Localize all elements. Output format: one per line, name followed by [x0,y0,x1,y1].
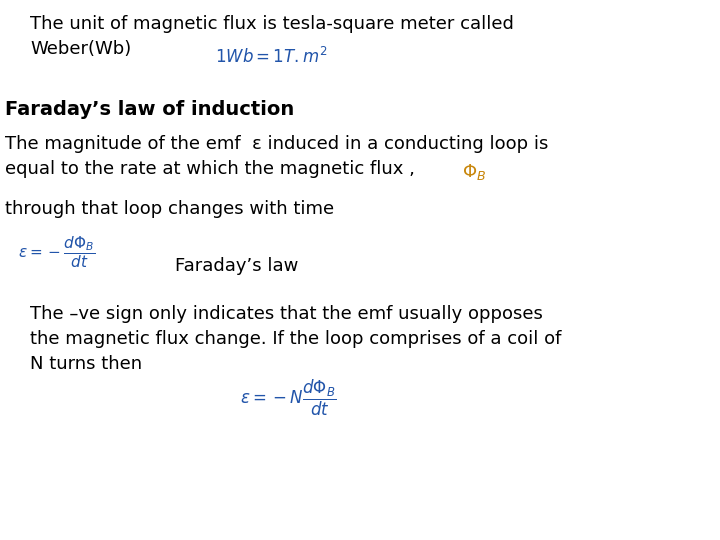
Text: through that loop changes with time: through that loop changes with time [5,200,334,218]
Text: Faraday’s law of induction: Faraday’s law of induction [5,100,294,119]
Text: $\varepsilon = -\dfrac{d\Phi_B}{dt}$: $\varepsilon = -\dfrac{d\Phi_B}{dt}$ [18,235,95,271]
Text: $1Wb = 1T.m^2$: $1Wb = 1T.m^2$ [215,47,328,67]
Text: Faraday’s law: Faraday’s law [175,257,298,275]
Text: $\varepsilon = -N\dfrac{d\Phi_B}{dt}$: $\varepsilon = -N\dfrac{d\Phi_B}{dt}$ [240,378,336,418]
Text: The unit of magnetic flux is tesla-square meter called
Weber(Wb): The unit of magnetic flux is tesla-squar… [30,15,514,58]
Text: $\Phi_B$: $\Phi_B$ [462,162,486,182]
Text: The –ve sign only indicates that the emf usually opposes
the magnetic flux chang: The –ve sign only indicates that the emf… [30,305,562,373]
Text: The magnitude of the emf  ε induced in a conducting loop is
equal to the rate at: The magnitude of the emf ε induced in a … [5,135,549,178]
